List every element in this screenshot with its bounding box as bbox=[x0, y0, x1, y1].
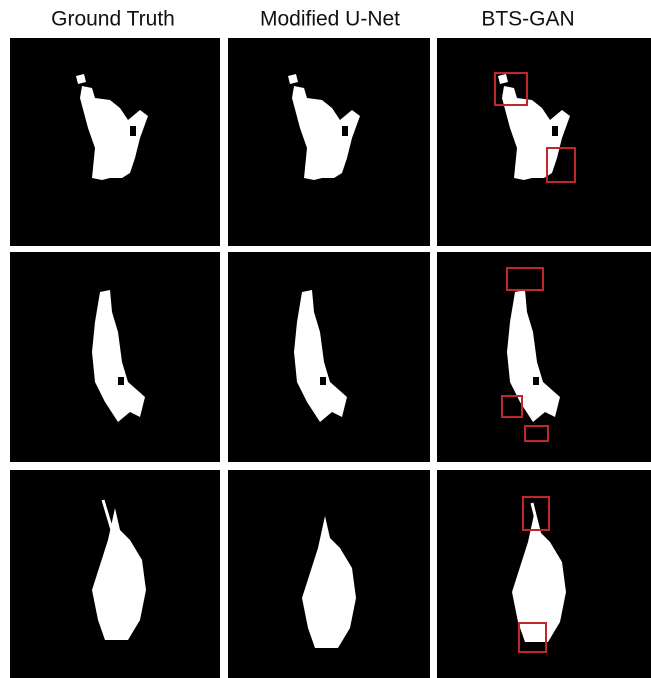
row-2 bbox=[10, 252, 651, 462]
column-header: Ground Truth bbox=[51, 8, 175, 31]
row-1 bbox=[10, 38, 651, 246]
figure: Ground Truth Modified U-Net BTS-GAN bbox=[0, 0, 651, 678]
column-header: BTS-GAN bbox=[481, 8, 574, 31]
row-3 bbox=[10, 470, 651, 678]
page: Ground Truth Modified U-Net BTS-GAN (( bbox=[0, 0, 651, 678]
panel bbox=[228, 252, 430, 462]
column-header: Modified U-Net bbox=[260, 8, 400, 31]
